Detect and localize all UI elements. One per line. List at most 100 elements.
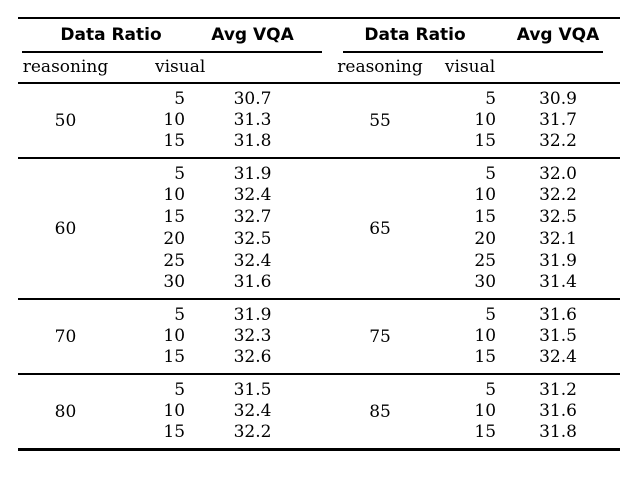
right-metric-subheader-empty bbox=[496, 51, 621, 84]
reasoning-cell: 75 bbox=[334, 299, 427, 375]
avg-vqa-cell: 31.5 bbox=[539, 326, 577, 346]
visual-cell: 10 bbox=[163, 326, 186, 346]
avg-vqa-cell: 31.6 bbox=[185, 272, 321, 300]
table-row: 15 32.6 15 32.4 bbox=[18, 347, 621, 375]
visual-cell: 25 bbox=[163, 251, 186, 271]
visual-cell: 25 bbox=[474, 251, 497, 271]
avg-vqa-cell: 32.2 bbox=[539, 185, 577, 205]
reasoning-cell: 65 bbox=[334, 158, 427, 300]
avg-vqa-cell: 31.9 bbox=[539, 251, 577, 271]
avg-vqa-cell: 31.5 bbox=[233, 380, 272, 400]
right-visual-subheader: visual bbox=[426, 51, 497, 84]
visual-cell: 15 bbox=[426, 131, 497, 159]
left-avg-vqa-header: Avg VQA bbox=[211, 25, 294, 45]
right-reasoning-subheader: reasoning bbox=[334, 51, 427, 84]
table-row: 25 32.4 25 31.9 bbox=[18, 250, 620, 272]
visual-cell: 15 bbox=[113, 422, 186, 451]
avg-vqa-cell: 31.6 bbox=[539, 401, 577, 421]
visual-cell: 10 bbox=[163, 401, 186, 421]
column-spacer bbox=[320, 51, 335, 84]
spacer-cell bbox=[320, 83, 335, 159]
visual-cell: 30 bbox=[426, 272, 497, 300]
table-row: 10 32.4 10 32.2 bbox=[18, 184, 620, 206]
visual-cell: 15 bbox=[113, 347, 186, 375]
table-row: 10 31.3 10 31.7 bbox=[18, 109, 620, 131]
visual-cell: 5 bbox=[174, 380, 186, 400]
avg-vqa-cell: 31.3 bbox=[233, 110, 272, 130]
visual-cell: 15 bbox=[113, 131, 186, 159]
table-row: 70 5 31.9 75 5 31.6 bbox=[18, 299, 620, 375]
reasoning-cell: 70 bbox=[18, 299, 113, 375]
spacer-cell bbox=[320, 158, 335, 300]
avg-vqa-cell: 32.7 bbox=[233, 207, 272, 227]
table-row: 15 32.2 15 31.8 bbox=[18, 422, 621, 451]
visual-cell: 15 bbox=[426, 347, 497, 375]
reasoning-cell: 85 bbox=[334, 374, 427, 451]
spacer-cell bbox=[320, 374, 335, 451]
reasoning-cell: 55 bbox=[334, 83, 427, 159]
avg-vqa-cell: 32.3 bbox=[233, 326, 272, 346]
reasoning-cell: 60 bbox=[18, 158, 113, 300]
reasoning-cell: 80 bbox=[18, 374, 113, 451]
avg-vqa-cell: 31.9 bbox=[233, 305, 272, 325]
table-row: 50 5 30.7 55 5 30.9 bbox=[18, 83, 620, 159]
spacer-cell bbox=[320, 299, 335, 375]
left-data-ratio-header: Data Ratio bbox=[60, 25, 162, 45]
avg-vqa-cell: 30.7 bbox=[233, 89, 272, 109]
table-row: 10 32.4 10 31.6 bbox=[18, 400, 620, 422]
avg-vqa-cell: 31.2 bbox=[539, 380, 577, 400]
visual-cell: 15 bbox=[163, 207, 186, 227]
group-header-row: Data Ratio Avg VQA Data Ratio Avg VQA bbox=[18, 18, 620, 51]
visual-cell: 10 bbox=[163, 185, 186, 205]
left-header-rule bbox=[22, 51, 322, 53]
avg-vqa-cell: 31.6 bbox=[539, 305, 577, 325]
visual-cell: 20 bbox=[474, 229, 497, 249]
right-avg-vqa-header: Avg VQA bbox=[516, 25, 600, 45]
visual-cell: 5 bbox=[174, 305, 186, 325]
table-row: 60 5 31.9 65 5 32.0 bbox=[18, 158, 620, 300]
visual-cell: 30 bbox=[113, 272, 186, 300]
visual-cell: 10 bbox=[474, 401, 497, 421]
table-row: 80 5 31.5 85 5 31.2 bbox=[18, 374, 620, 451]
avg-vqa-cell: 32.4 bbox=[233, 251, 272, 271]
table-row: 15 31.8 15 32.2 bbox=[18, 131, 621, 159]
avg-vqa-cell: 31.9 bbox=[233, 164, 272, 184]
avg-vqa-cell: 31.4 bbox=[496, 272, 621, 300]
avg-vqa-cell: 32.2 bbox=[496, 131, 621, 159]
visual-cell: 20 bbox=[163, 229, 186, 249]
visual-cell: 5 bbox=[485, 89, 497, 109]
table-row: 30 31.6 30 31.4 bbox=[18, 272, 621, 300]
reasoning-cell: 50 bbox=[18, 83, 113, 159]
visual-cell: 10 bbox=[474, 185, 497, 205]
avg-vqa-cell: 32.6 bbox=[185, 347, 321, 375]
table-row: 10 32.3 10 31.5 bbox=[18, 325, 620, 347]
avg-vqa-cell: 32.5 bbox=[539, 207, 577, 227]
avg-vqa-cell: 32.4 bbox=[496, 347, 621, 375]
left-visual-subheader: visual bbox=[113, 51, 205, 84]
sub-header-row: reasoning visual reasoning visual bbox=[18, 51, 621, 84]
avg-vqa-cell: 31.8 bbox=[496, 422, 621, 451]
avg-vqa-cell: 31.7 bbox=[539, 110, 577, 130]
avg-vqa-cell: 31.8 bbox=[185, 131, 321, 159]
visual-cell: 10 bbox=[474, 110, 497, 130]
avg-vqa-cell: 32.0 bbox=[539, 164, 577, 184]
avg-vqa-cell: 30.9 bbox=[539, 89, 577, 109]
right-header-rule bbox=[343, 51, 603, 53]
vqa-results-table: Data Ratio Avg VQA Data Ratio Avg VQA re… bbox=[18, 17, 621, 451]
avg-vqa-cell: 32.2 bbox=[185, 422, 321, 451]
avg-vqa-cell: 32.4 bbox=[233, 185, 272, 205]
visual-cell: 10 bbox=[474, 326, 497, 346]
avg-vqa-cell: 32.1 bbox=[539, 229, 577, 249]
left-metric-subheader-empty bbox=[185, 51, 321, 84]
table-row: 20 32.5 20 32.1 bbox=[18, 228, 620, 250]
visual-cell: 5 bbox=[485, 380, 497, 400]
table-row: 15 32.7 15 32.5 bbox=[18, 206, 620, 228]
table-body: 50 5 30.7 55 5 30.9 10 31.3 10 31.7 15 31.8 15 32.2 60… bbox=[18, 83, 621, 451]
right-data-ratio-header: Data Ratio bbox=[364, 25, 466, 45]
visual-cell: 5 bbox=[174, 164, 186, 184]
visual-cell: 15 bbox=[426, 422, 497, 451]
avg-vqa-cell: 32.4 bbox=[233, 401, 272, 421]
avg-vqa-cell: 32.5 bbox=[233, 229, 272, 249]
visual-cell: 5 bbox=[174, 89, 186, 109]
